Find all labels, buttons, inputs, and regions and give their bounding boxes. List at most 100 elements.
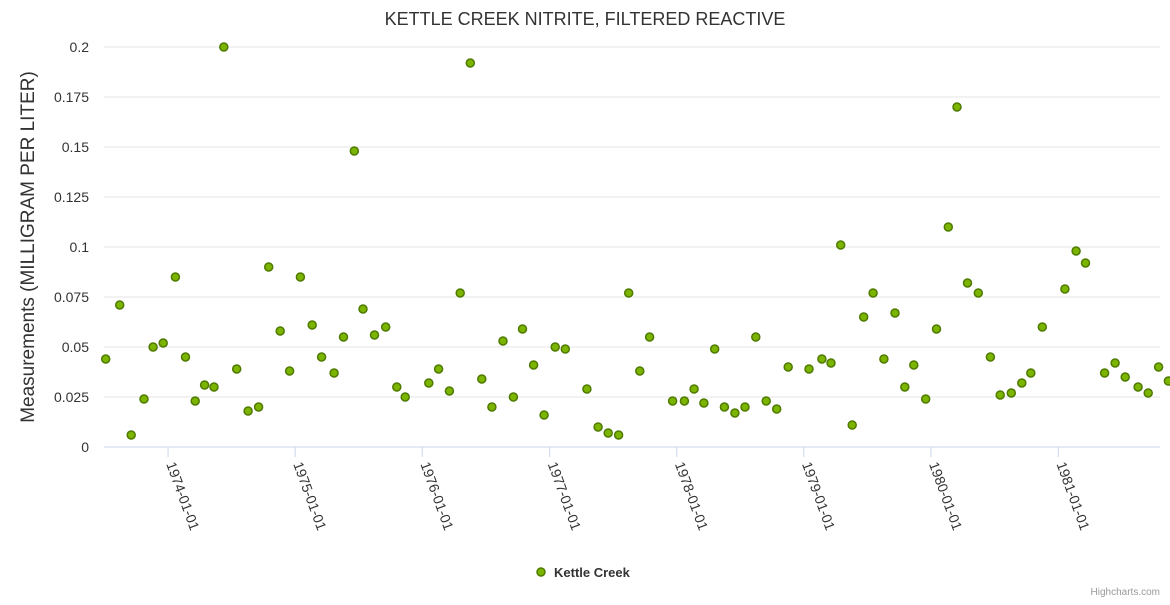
- x-tick-label: 1977-01-01: [545, 460, 585, 533]
- data-point[interactable]: [528, 360, 539, 370]
- data-point[interactable]: [465, 58, 476, 68]
- data-point[interactable]: [1080, 258, 1091, 268]
- data-point[interactable]: [243, 406, 253, 416]
- data-point[interactable]: [455, 288, 465, 298]
- data-point[interactable]: [349, 146, 360, 156]
- data-point[interactable]: [909, 360, 919, 370]
- data-point[interactable]: [771, 404, 782, 414]
- data-point[interactable]: [783, 362, 793, 372]
- data-point[interactable]: [1071, 246, 1081, 256]
- data-point[interactable]: [1133, 382, 1143, 392]
- legend[interactable]: Kettle Creek: [536, 565, 631, 580]
- data-point[interactable]: [253, 402, 264, 412]
- data-point[interactable]: [517, 324, 528, 334]
- data-point[interactable]: [623, 288, 634, 298]
- data-point[interactable]: [148, 342, 158, 352]
- data-point[interactable]: [582, 384, 592, 394]
- data-point[interactable]: [868, 288, 878, 298]
- data-point[interactable]: [477, 374, 487, 384]
- data-point[interactable]: [170, 272, 181, 282]
- data-point[interactable]: [139, 394, 149, 404]
- data-point[interactable]: [219, 42, 229, 52]
- data-point[interactable]: [1110, 358, 1120, 368]
- data-point[interactable]: [740, 402, 750, 412]
- data-point[interactable]: [644, 332, 655, 342]
- data-point[interactable]: [275, 326, 285, 336]
- data-point[interactable]: [263, 262, 274, 272]
- data-point[interactable]: [444, 386, 455, 396]
- data-point[interactable]: [1037, 322, 1048, 332]
- data-point[interactable]: [433, 364, 444, 374]
- data-point[interactable]: [879, 354, 889, 364]
- data-point[interactable]: [667, 396, 678, 406]
- data-point[interactable]: [295, 272, 306, 282]
- data-points[interactable]: [100, 42, 1170, 440]
- data-point[interactable]: [539, 410, 549, 420]
- data-point[interactable]: [603, 428, 613, 438]
- data-point[interactable]: [943, 222, 954, 232]
- legend-item-kettle-creek[interactable]: Kettle Creek: [554, 565, 631, 580]
- data-point[interactable]: [284, 366, 295, 376]
- data-point[interactable]: [400, 392, 410, 402]
- data-point[interactable]: [550, 342, 560, 352]
- data-point[interactable]: [100, 354, 111, 364]
- data-point[interactable]: [679, 396, 690, 406]
- data-point[interactable]: [995, 390, 1005, 400]
- data-point[interactable]: [180, 352, 191, 362]
- data-point[interactable]: [508, 392, 519, 402]
- data-point[interactable]: [1026, 368, 1036, 378]
- data-point[interactable]: [338, 332, 349, 342]
- data-point[interactable]: [952, 102, 962, 112]
- data-point[interactable]: [962, 278, 973, 288]
- data-point[interactable]: [751, 332, 761, 342]
- data-point[interactable]: [126, 430, 136, 440]
- data-point[interactable]: [719, 402, 730, 412]
- data-point[interactable]: [1017, 378, 1027, 388]
- data-point[interactable]: [369, 330, 380, 340]
- data-point[interactable]: [709, 344, 720, 354]
- data-point[interactable]: [1099, 368, 1110, 378]
- data-point[interactable]: [560, 344, 571, 354]
- data-point[interactable]: [358, 304, 368, 314]
- data-point[interactable]: [847, 420, 857, 430]
- data-point[interactable]: [900, 382, 910, 392]
- data-point[interactable]: [699, 398, 709, 408]
- data-point[interactable]: [858, 312, 869, 322]
- data-point[interactable]: [1006, 388, 1017, 398]
- data-point[interactable]: [1120, 372, 1130, 382]
- data-point[interactable]: [804, 364, 814, 374]
- data-point[interactable]: [1060, 284, 1070, 294]
- data-point[interactable]: [329, 368, 339, 378]
- data-point[interactable]: [985, 352, 996, 362]
- data-point[interactable]: [689, 384, 699, 394]
- data-point[interactable]: [761, 396, 771, 406]
- data-point[interactable]: [730, 408, 740, 418]
- data-point[interactable]: [1153, 362, 1164, 372]
- data-point[interactable]: [114, 300, 125, 310]
- data-point[interactable]: [1163, 376, 1170, 386]
- data-point[interactable]: [826, 358, 836, 368]
- data-point[interactable]: [890, 308, 900, 318]
- data-point[interactable]: [920, 394, 931, 404]
- data-point[interactable]: [931, 324, 942, 334]
- data-point[interactable]: [593, 422, 603, 432]
- data-point[interactable]: [424, 378, 434, 388]
- data-point[interactable]: [380, 322, 391, 332]
- data-point[interactable]: [498, 336, 508, 346]
- data-point[interactable]: [307, 320, 317, 330]
- data-point[interactable]: [190, 396, 200, 406]
- data-point[interactable]: [209, 382, 219, 392]
- data-point[interactable]: [158, 338, 168, 348]
- data-point[interactable]: [1143, 388, 1153, 398]
- data-point[interactable]: [973, 288, 984, 298]
- data-point[interactable]: [613, 430, 624, 440]
- data-point[interactable]: [635, 366, 645, 376]
- credits-link[interactable]: Highcharts.com: [1091, 587, 1160, 598]
- data-point[interactable]: [817, 354, 827, 364]
- data-point[interactable]: [835, 240, 846, 250]
- data-point[interactable]: [392, 382, 402, 392]
- data-point[interactable]: [487, 402, 497, 412]
- data-point[interactable]: [316, 352, 327, 362]
- data-point[interactable]: [231, 364, 242, 374]
- data-point[interactable]: [199, 380, 210, 390]
